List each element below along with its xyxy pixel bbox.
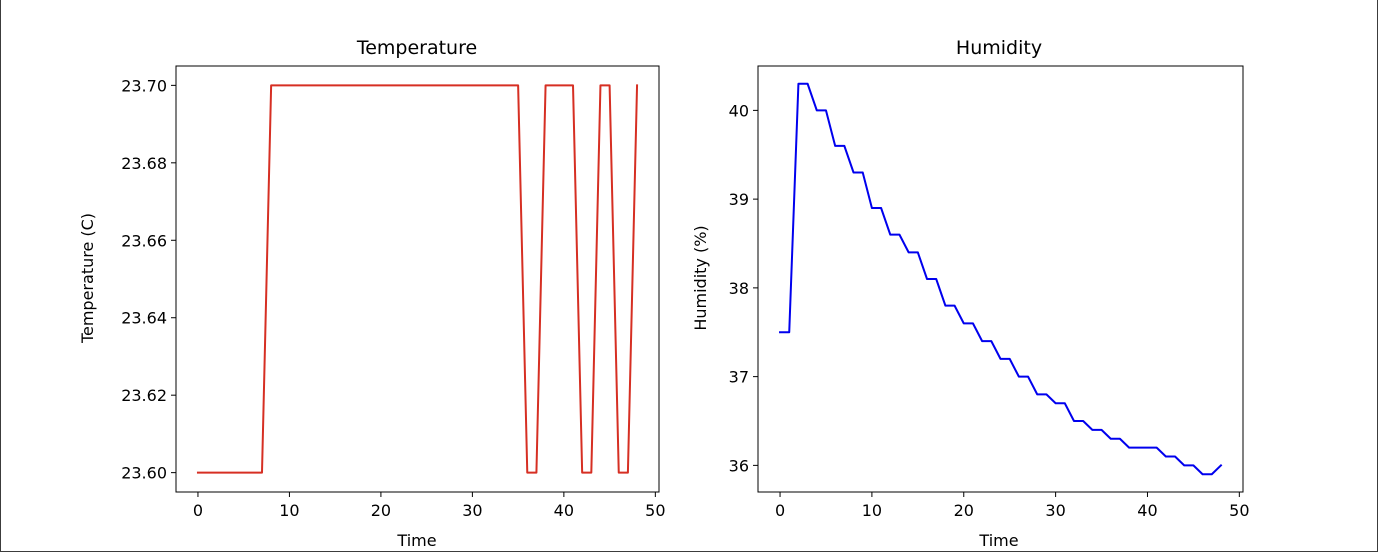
x-tick-label: 40	[554, 501, 574, 520]
y-tick-label: 40	[729, 101, 749, 120]
y-tick-label: 23.68	[121, 154, 167, 173]
y-axis-label: Temperature (C)	[78, 213, 97, 344]
y-tick-label: 23.70	[121, 76, 167, 95]
y-tick-label: 23.64	[121, 309, 167, 328]
y-tick-label: 23.60	[121, 464, 167, 483]
x-tick-label: 30	[462, 501, 482, 520]
y-tick-label: 38	[729, 279, 749, 298]
x-tick-label: 0	[193, 501, 203, 520]
plot-area	[757, 65, 1244, 493]
plot-area	[175, 65, 660, 493]
y-tick-label: 36	[729, 456, 749, 475]
chart-title: Humidity	[956, 37, 1042, 59]
x-tick-label: 20	[371, 501, 391, 520]
x-tick-label: 10	[862, 501, 882, 520]
y-tick-label: 23.62	[121, 386, 167, 405]
x-tick-label: 50	[645, 501, 665, 520]
x-tick-label: 10	[279, 501, 299, 520]
y-tick-label: 23.66	[121, 231, 167, 250]
temperature-chart: Temperature Time Temperature (C) 0 10 20 30…	[78, 37, 666, 550]
series-line	[196, 84, 639, 474]
humidity-chart: Humidity Time Humidity (%) 0 10 20 30 40 50 36…	[691, 37, 1250, 550]
series-line	[779, 82, 1223, 476]
x-tick-label: 40	[1137, 501, 1157, 520]
x-tick-label: 20	[954, 501, 974, 520]
x-tick-label: 50	[1229, 501, 1249, 520]
y-axis-label: Humidity (%)	[691, 225, 710, 330]
x-axis-label: Time	[978, 531, 1018, 550]
chart-title: Temperature	[356, 37, 477, 59]
y-tick-label: 37	[729, 368, 749, 387]
x-axis-label: Time	[396, 531, 436, 550]
x-tick-label: 0	[775, 501, 785, 520]
y-tick-label: 39	[729, 190, 749, 209]
x-tick-label: 30	[1045, 501, 1065, 520]
